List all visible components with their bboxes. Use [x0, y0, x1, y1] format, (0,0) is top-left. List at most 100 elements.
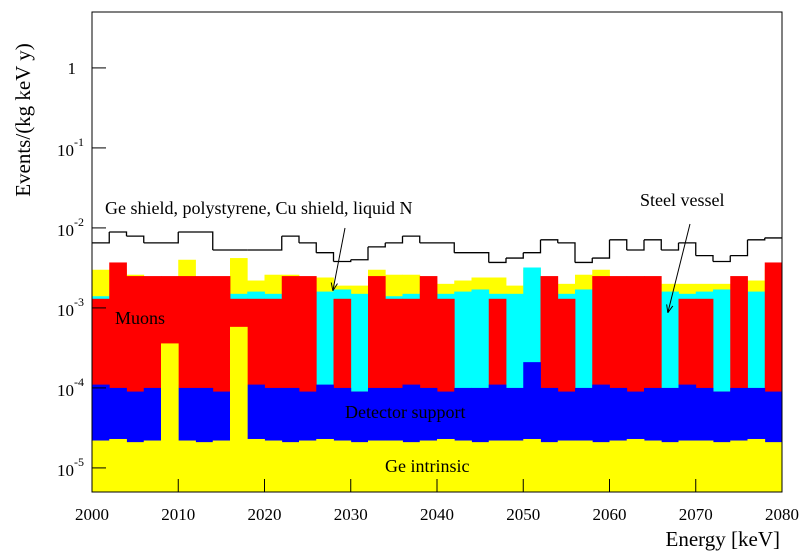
step-line	[437, 242, 455, 253]
step-line	[609, 239, 628, 250]
bar	[644, 440, 662, 492]
tick-exponent: -2	[74, 215, 84, 229]
bar	[471, 442, 490, 492]
step-line	[299, 242, 317, 253]
step-line	[747, 237, 766, 241]
annotation-arrow	[333, 227, 346, 290]
bar	[264, 440, 283, 492]
x-tick-label: 2030	[334, 505, 368, 524]
step-line	[626, 239, 645, 251]
step-line	[109, 231, 128, 237]
step-line	[316, 252, 335, 262]
bar	[299, 440, 317, 492]
step-line	[92, 231, 110, 244]
step-line	[661, 242, 680, 251]
step-line	[713, 255, 731, 263]
step-line	[264, 236, 283, 251]
bar	[764, 442, 783, 492]
bar	[695, 440, 714, 492]
bar	[678, 440, 697, 492]
bar	[212, 440, 231, 492]
y-tick-label: 10-3	[57, 295, 84, 320]
step-line	[678, 242, 697, 256]
bar	[350, 442, 369, 492]
step-line	[730, 239, 749, 257]
step-line	[281, 235, 300, 243]
step-line	[368, 242, 386, 248]
bar	[368, 440, 386, 492]
bar	[506, 440, 524, 492]
step-line	[350, 246, 369, 261]
tick-exponent: -3	[74, 295, 84, 309]
annotation-arrow	[668, 223, 691, 312]
histograms	[92, 231, 783, 492]
bar	[713, 442, 731, 492]
step-line	[644, 239, 662, 250]
series-label: Ge intrinsic	[385, 456, 469, 476]
step-line	[161, 231, 179, 244]
tick-exponent: -5	[74, 455, 84, 469]
step-line	[402, 235, 421, 243]
bar	[402, 442, 421, 492]
y-tick-label: 1	[68, 59, 77, 78]
tick-base: 10	[57, 381, 74, 400]
bar	[747, 438, 766, 492]
x-tick-label: 2040	[420, 505, 454, 524]
bar	[109, 438, 127, 492]
bar	[126, 442, 145, 492]
tick-base: 10	[57, 301, 74, 320]
x-tick-label: 2070	[679, 505, 713, 524]
step-line	[506, 252, 524, 259]
bar	[488, 440, 507, 492]
bar	[626, 438, 645, 492]
axes: 2000 2010 2020 2030 2040 2050 2060 2070 208010-5…	[57, 11, 799, 524]
step-line	[126, 235, 145, 243]
tick-base: 10	[57, 461, 74, 480]
x-tick-label: 2010	[161, 505, 195, 524]
bar	[195, 442, 214, 492]
step-line	[333, 259, 352, 263]
step-line	[592, 239, 611, 259]
step-line	[557, 242, 576, 263]
step-line	[195, 231, 214, 250]
bar	[281, 442, 300, 492]
tick-exponent: -4	[74, 375, 84, 389]
bar	[540, 442, 559, 492]
x-axis-label: Energy [keV]	[666, 527, 781, 551]
step-line	[540, 239, 559, 243]
bar	[247, 438, 265, 492]
tick-exponent: -1	[74, 135, 84, 149]
x-tick-label: 2060	[593, 505, 627, 524]
x-tick-label: 2000	[75, 505, 109, 524]
bar	[661, 442, 679, 492]
series-label: Muons	[115, 308, 165, 328]
y-axis-label: Events/(kg keV y)	[11, 43, 35, 197]
bar	[178, 440, 196, 492]
bar	[143, 440, 162, 492]
x-tick-label: 2050	[506, 505, 540, 524]
bar	[316, 438, 334, 492]
bar	[609, 440, 628, 492]
series-label: Ge shield, polystyrene, Cu shield, liqui…	[105, 198, 412, 218]
step-line	[575, 258, 593, 264]
series-label: Steel vessel	[640, 190, 724, 210]
step-line	[695, 255, 714, 262]
bar	[523, 438, 541, 492]
bar	[437, 438, 455, 492]
bar	[419, 440, 438, 492]
bar	[730, 440, 748, 492]
x-tick-label: 2080	[765, 505, 799, 524]
step-line	[471, 252, 490, 263]
bar	[575, 440, 593, 492]
bar	[333, 440, 352, 492]
bar	[592, 442, 610, 492]
step-line	[385, 236, 404, 244]
y-tick-label: 10-1	[57, 135, 84, 160]
step-line	[488, 258, 507, 264]
y-tick-label: 10-4	[57, 375, 84, 400]
bar	[92, 440, 110, 492]
bar	[454, 440, 472, 492]
x-tick-label: 2020	[248, 505, 282, 524]
y-tick-label: 10-5	[57, 455, 84, 480]
